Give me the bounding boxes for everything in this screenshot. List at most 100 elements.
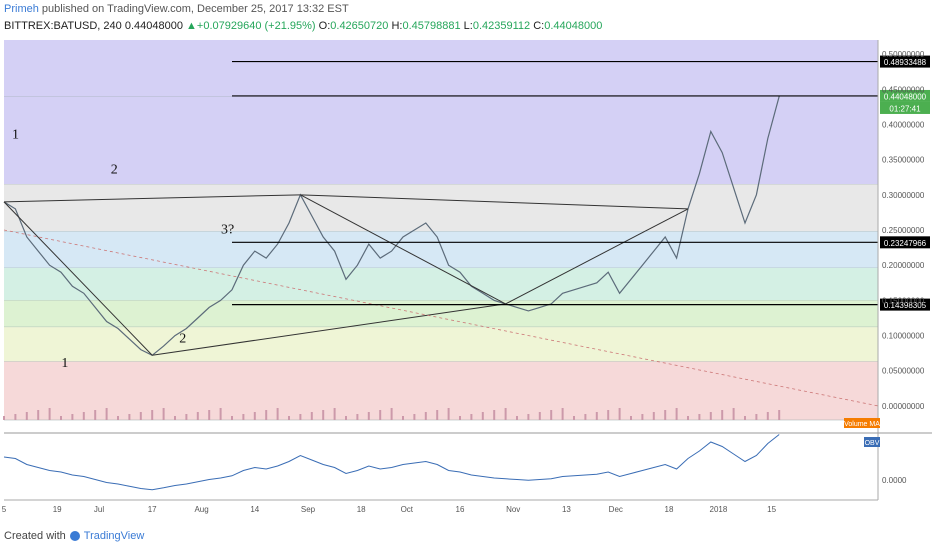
- trendline-0: [3, 201, 153, 356]
- volume-bar: [265, 410, 268, 420]
- created-with-text: Created with: [4, 530, 66, 542]
- volume-bar: [139, 412, 142, 420]
- x-tick-label: Aug: [194, 505, 208, 514]
- fib-zone-7: [4, 361, 878, 420]
- volume-bar: [345, 416, 347, 420]
- level-label-bg-2: [880, 236, 930, 249]
- y-tick-label: 0.45000000: [882, 85, 925, 94]
- fib-zone-3: [4, 231, 878, 268]
- high-label: H:: [391, 20, 403, 32]
- author-link[interactable]: Primeh: [4, 3, 39, 15]
- volume-bar: [276, 408, 279, 420]
- symbol-name: BITTREX:BATUSD, 240: [4, 20, 122, 32]
- x-tick-label: 18: [357, 505, 366, 514]
- last-price: 0.44048000: [124, 20, 183, 32]
- volume-bar: [14, 414, 17, 420]
- level-label-2: 0.23247966: [884, 239, 927, 248]
- wave-label-4: 3?: [221, 223, 234, 238]
- volume-bar: [48, 408, 51, 420]
- volume-bar: [253, 412, 256, 420]
- volume-bar: [390, 408, 393, 420]
- trendline-2: [300, 194, 506, 305]
- volume-bar: [709, 412, 712, 420]
- volume-bar: [607, 410, 610, 420]
- volume-bar: [367, 412, 370, 420]
- volume-bar: [675, 408, 678, 420]
- wave-label-1: 2: [111, 163, 118, 178]
- volume-bar: [573, 416, 575, 420]
- volume-bar: [219, 408, 222, 420]
- volume-bar: [117, 416, 119, 420]
- x-tick-label: Sep: [301, 505, 316, 514]
- volume-bar: [447, 408, 450, 420]
- volume-bar: [356, 414, 359, 420]
- volume-bar: [595, 412, 598, 420]
- volume-bar: [128, 414, 131, 420]
- tradingview-logo-icon: [69, 531, 80, 541]
- close-label: C:: [533, 20, 545, 32]
- volume-bar: [196, 412, 199, 420]
- volume-bar: [82, 412, 85, 420]
- close-value: 0.44048000: [544, 20, 603, 32]
- volume-bar: [71, 414, 74, 420]
- obv-label: OBV: [865, 440, 880, 447]
- volume-bar: [481, 412, 484, 420]
- volume-bar: [652, 412, 655, 420]
- open-value: 0.42650720: [330, 20, 389, 32]
- volume-bar: [94, 410, 97, 420]
- fib-zone-6: [4, 327, 878, 362]
- volume-bar: [778, 410, 781, 420]
- countdown-bg: [880, 101, 930, 114]
- level-label-0: 0.48933488: [884, 58, 927, 67]
- level-label-bg-0: [880, 55, 930, 68]
- volume-bar: [379, 410, 382, 420]
- x-tick-label: Jul: [94, 505, 104, 514]
- volume-bar: [630, 416, 632, 420]
- volume-bar: [664, 410, 667, 420]
- x-tick-label: 5: [2, 505, 7, 514]
- open-label: O:: [318, 20, 331, 32]
- x-tick-label: Dec: [609, 505, 623, 514]
- volume-bar: [299, 414, 302, 420]
- volume-bar: [3, 416, 5, 420]
- volume-bar: [231, 416, 233, 420]
- x-tick-label: Nov: [506, 505, 520, 514]
- volume-bar: [459, 416, 461, 420]
- volume-bar: [436, 410, 439, 420]
- trendline-5: [300, 194, 689, 210]
- volume-bar: [584, 414, 587, 420]
- volume-bar: [538, 412, 541, 420]
- low-value: 0.42359112: [472, 20, 531, 32]
- volume-bar: [37, 410, 40, 420]
- wave-label-0: 1: [12, 128, 19, 143]
- volume-bar: [527, 414, 530, 420]
- volume-bar: [402, 416, 404, 420]
- volume-bar: [174, 416, 176, 420]
- obv-tick-label: 0.0000: [882, 476, 907, 485]
- x-tick-label: 17: [148, 505, 157, 514]
- volume-bar: [162, 408, 165, 420]
- volume-bar: [561, 408, 564, 420]
- volume-bar: [333, 408, 336, 420]
- x-tick-label: 19: [53, 505, 62, 514]
- volume-bar: [493, 410, 496, 420]
- wave-label-2: 1: [61, 356, 68, 371]
- volume-bar: [185, 414, 188, 420]
- volume-bar: [470, 414, 473, 420]
- y-tick-label: 0.20000000: [882, 261, 925, 270]
- obv-line: [3, 434, 780, 491]
- volume-bar: [744, 416, 746, 420]
- price-change: +0.07929640 (+21.95%): [196, 20, 316, 32]
- volume-bar: [550, 410, 553, 420]
- tradingview-link[interactable]: TradingView: [83, 530, 145, 542]
- volume-bar: [288, 416, 290, 420]
- obv-label-bg: [864, 437, 880, 447]
- y-tick-label: 0.40000000: [882, 120, 925, 129]
- volume-ma-bg: [844, 418, 880, 428]
- volume-bar: [310, 412, 313, 420]
- fib-zone-1: [4, 96, 878, 185]
- footer: Created with TradingView: [4, 530, 144, 542]
- fib-zone-4: [4, 268, 878, 301]
- volume-bar: [698, 414, 701, 420]
